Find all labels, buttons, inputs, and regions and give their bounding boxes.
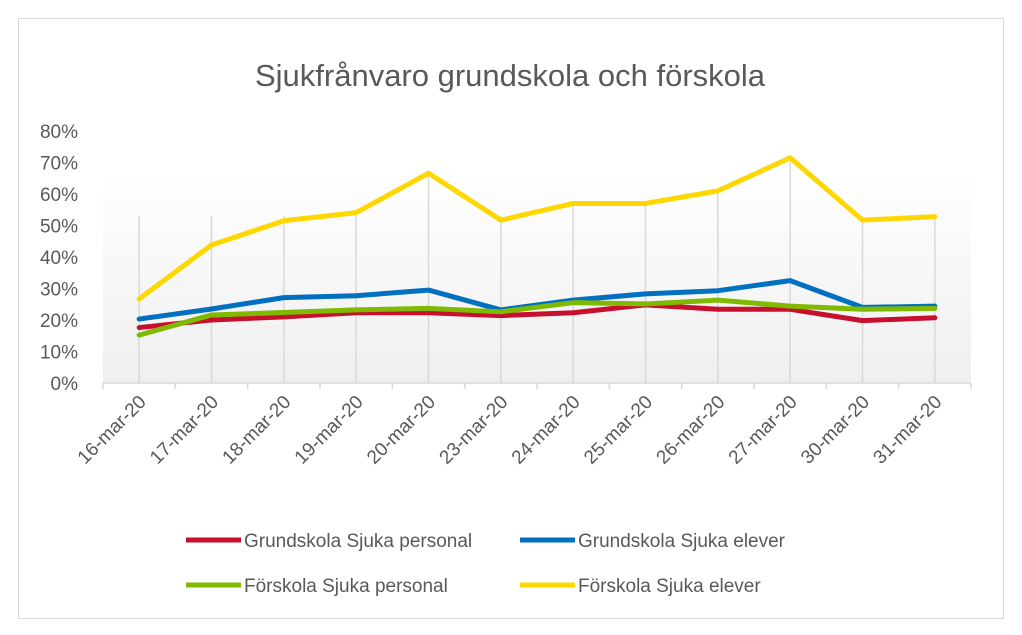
x-tick-label: 16-mar-20 bbox=[74, 392, 151, 469]
y-tick-label: 20% bbox=[40, 311, 78, 332]
x-tick-label: 25-mar-20 bbox=[580, 392, 657, 469]
x-tick-label: 23-mar-20 bbox=[436, 392, 513, 469]
x-tick-label: 31-mar-20 bbox=[870, 392, 947, 469]
plot-background bbox=[103, 170, 971, 383]
y-tick-label: 30% bbox=[40, 280, 78, 301]
x-tick-label: 26-mar-20 bbox=[653, 392, 730, 469]
series-line bbox=[136, 302, 938, 331]
y-tick-label: 40% bbox=[40, 248, 78, 269]
legend-label: Förskola Sjuka personal bbox=[244, 576, 448, 597]
y-tick-label: 70% bbox=[40, 154, 78, 175]
x-tick-label: 24-mar-20 bbox=[508, 392, 585, 469]
x-tick-label: 30-mar-20 bbox=[797, 392, 874, 469]
x-tick-label: 17-mar-20 bbox=[146, 392, 223, 469]
x-tick-label: 20-mar-20 bbox=[363, 392, 440, 469]
y-tick-label: 10% bbox=[40, 343, 78, 364]
y-tick-label: 50% bbox=[40, 217, 78, 238]
y-tick-label: 80% bbox=[40, 122, 78, 143]
x-tick-label: 27-mar-20 bbox=[725, 392, 802, 469]
y-tick-label: 60% bbox=[40, 185, 78, 206]
series-line bbox=[136, 155, 938, 302]
legend-label: Förskola Sjuka elever bbox=[578, 576, 761, 597]
legend-label: Grundskola Sjuka personal bbox=[244, 531, 472, 552]
series-line bbox=[136, 297, 938, 338]
chart-frame bbox=[18, 18, 1004, 619]
x-tick-label: 18-mar-20 bbox=[219, 392, 296, 469]
legend-label: Grundskola Sjuka elever bbox=[578, 531, 786, 552]
x-tick-label: 19-mar-20 bbox=[291, 392, 368, 469]
y-tick-label: 0% bbox=[51, 374, 79, 395]
chart-title: Sjukfrånvaro grundskola och förskola bbox=[255, 58, 766, 93]
